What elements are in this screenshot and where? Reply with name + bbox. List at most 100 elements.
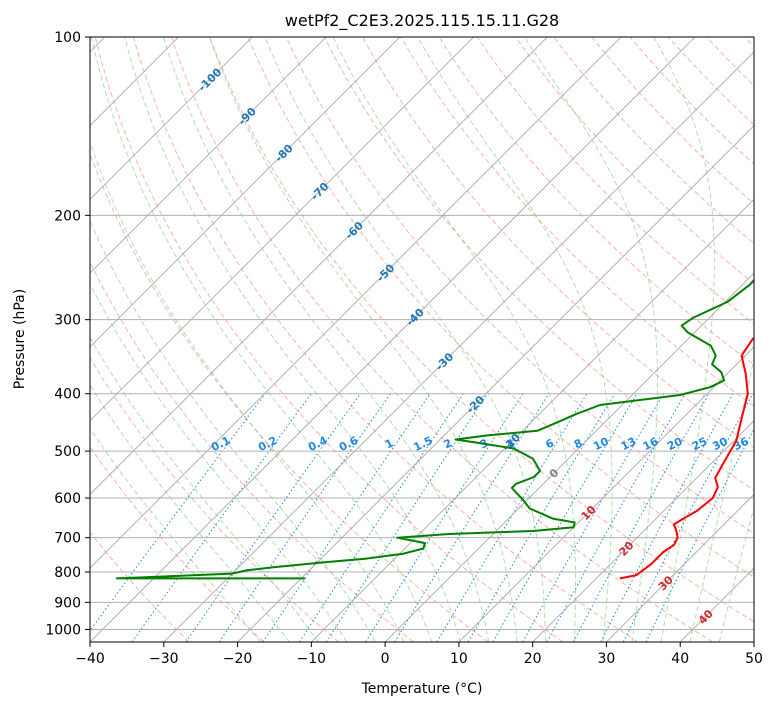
y-tick-label: 800 xyxy=(54,565,81,581)
isotherm-line xyxy=(90,37,622,569)
isotherm-line xyxy=(606,493,754,642)
mixing-ratio-label: 6 xyxy=(543,436,556,451)
mixing-ratio-line xyxy=(645,428,754,642)
mixing-ratio-label: 30 xyxy=(710,435,730,454)
x-tick-label: 50 xyxy=(745,651,763,667)
moist-adiabats xyxy=(90,37,754,642)
moist-adiabat-line xyxy=(90,37,433,642)
x-axis-title: Temperature (°C) xyxy=(361,681,483,697)
dry-adiabat-line xyxy=(90,260,414,642)
isotherm-label: -50 xyxy=(374,261,397,284)
moist-adiabat-line xyxy=(417,37,613,642)
dry-adiabat-line xyxy=(132,37,639,642)
mixing-ratio-line xyxy=(365,393,524,642)
isotherm-label: -100 xyxy=(196,65,225,94)
dry-adiabat-line xyxy=(323,37,754,491)
moist-adiabat-line xyxy=(264,37,547,642)
dry-adiabat-line xyxy=(706,37,754,87)
mixing-ratio-label: 1 xyxy=(383,436,396,451)
profile-series xyxy=(115,278,754,580)
mixing-ratio-line xyxy=(131,393,312,642)
dry-adiabat-line xyxy=(400,37,754,407)
x-tick-label: 20 xyxy=(524,651,542,667)
moist-adiabat-line xyxy=(90,140,405,642)
dry-adiabat-line xyxy=(629,37,754,165)
moist-adiabat-line xyxy=(90,427,261,642)
y-tick-label: 600 xyxy=(54,491,81,507)
isotherms xyxy=(90,37,754,642)
y-tick-label: 700 xyxy=(54,531,81,547)
mixing-ratio-line xyxy=(299,393,464,642)
dry-adiabats xyxy=(90,37,754,642)
mixing-ratio-line xyxy=(573,393,710,642)
moist-adiabat-line xyxy=(209,37,518,642)
moist-adiabat-line xyxy=(718,505,754,642)
mixing-ratio-label: 25 xyxy=(690,435,709,453)
moist-adiabat-line xyxy=(653,37,715,642)
moist-adiabat-line xyxy=(124,37,461,642)
x-tick-label: 0 xyxy=(381,651,390,667)
isotherm-line xyxy=(679,567,754,642)
mixing-ratio-line xyxy=(522,393,665,642)
mixing-ratio-label: 20 xyxy=(665,435,685,454)
mixing-ratio-line xyxy=(218,393,391,642)
dry-adiabat-line xyxy=(476,37,754,325)
isotherm-line xyxy=(90,37,401,348)
dry-adiabat-line xyxy=(667,37,754,126)
dry-adiabat-line xyxy=(438,37,754,366)
dewpoint-line xyxy=(115,278,754,580)
mixing-ratio-label: 13 xyxy=(619,435,638,453)
mixing-ratio-line xyxy=(90,393,266,632)
dry-adiabat-line xyxy=(209,37,754,623)
dry-adiabat-line xyxy=(90,446,265,642)
isotherm-label: -30 xyxy=(433,350,456,373)
mixing-ratio-line xyxy=(546,393,686,642)
plot-frame xyxy=(89,36,755,643)
x-tick-label: 40 xyxy=(671,651,689,667)
temperature-line xyxy=(619,336,754,580)
dry-adiabat-line xyxy=(362,37,754,449)
x-tick-label: −30 xyxy=(149,651,179,667)
mixing-ratio-line xyxy=(262,393,431,642)
dry-adiabat-line xyxy=(553,37,754,245)
plot-area: 0.1 0.2 0.4 0.6 1 1.5 2 3 4 6 8 10 13 16 20 25 30 36 -100… xyxy=(90,37,754,642)
mixing-ratio-line xyxy=(185,393,361,642)
isotherm-label: -80 xyxy=(273,142,296,165)
moist-adiabat-line xyxy=(90,336,319,642)
moist-adiabat-line xyxy=(523,37,658,642)
isotherm-line xyxy=(237,124,754,642)
moist-adiabat-line xyxy=(90,282,348,642)
isotherm-line xyxy=(458,346,754,642)
isotherm-line xyxy=(90,37,548,496)
x-tick-label: −20 xyxy=(223,651,253,667)
dry-adiabat-line xyxy=(90,152,489,642)
moist-adiabat-line xyxy=(163,37,490,642)
isotherm-label: -60 xyxy=(343,219,366,242)
moist-adiabat-line xyxy=(90,384,290,642)
y-axis-title: Pressure (hPa) xyxy=(12,289,28,389)
isotherm-line xyxy=(384,272,754,642)
moist-adiabat-line xyxy=(689,356,754,642)
isotherm-label: 40 xyxy=(696,607,716,627)
isotherm-label: -20 xyxy=(464,393,487,416)
x-tick-label: −40 xyxy=(75,651,105,667)
pressure-gridlines xyxy=(90,37,754,630)
x-tick-label: 30 xyxy=(598,651,616,667)
isotherm-line xyxy=(90,37,696,642)
y-tick-label: 500 xyxy=(54,444,81,460)
isotherm-label: 10 xyxy=(579,503,599,523)
dry-adiabat-line xyxy=(171,37,713,642)
mixing-ratio-line xyxy=(492,393,638,642)
isotherm-line xyxy=(90,37,327,274)
y-tick-label: 1000 xyxy=(45,622,81,638)
mixing-ratio-line xyxy=(394,393,550,642)
mixing-ratio-line xyxy=(600,393,734,642)
mixing-ratio-label: 16 xyxy=(641,435,661,454)
isotherm-label: 20 xyxy=(617,539,637,559)
dry-adiabat-line xyxy=(90,531,190,642)
mixing-ratio-label: 2 xyxy=(442,436,455,451)
mixing-ratio-line xyxy=(622,393,754,642)
y-tick-label: 200 xyxy=(54,208,81,224)
dry-adiabat-line xyxy=(744,37,754,48)
isotherm-line xyxy=(532,420,754,642)
